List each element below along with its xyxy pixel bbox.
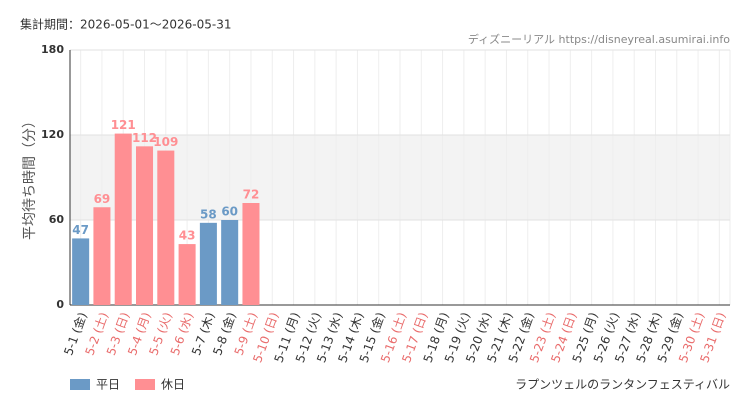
legend-swatch — [135, 379, 155, 390]
value-label: 112 — [132, 131, 157, 145]
bar — [242, 203, 260, 305]
bar — [221, 220, 239, 305]
value-label: 47 — [72, 223, 89, 237]
bar — [72, 238, 90, 305]
y-tick-label: 180 — [41, 43, 64, 56]
bar — [157, 150, 175, 305]
bar — [114, 133, 132, 305]
legend-label: 平日 — [96, 378, 120, 392]
value-label: 58 — [200, 207, 217, 221]
y-tick-label: 120 — [41, 128, 64, 141]
value-label: 60 — [221, 205, 238, 219]
footer: ラプンツェルのランタンフェスティバル — [515, 378, 730, 392]
value-label: 43 — [179, 229, 196, 243]
y-tick-label: 0 — [56, 298, 64, 311]
value-label: 69 — [94, 192, 111, 206]
bar — [136, 146, 154, 305]
chart-title: 集計期間：2026-05-01～2026-05-31 — [20, 17, 231, 32]
legend-label: 休日 — [161, 378, 185, 392]
value-label: 121 — [111, 118, 136, 132]
credit: ディズニーリアル https://disneyreal.asumirai.inf… — [468, 32, 730, 46]
bar — [93, 207, 111, 305]
y-tick-label: 60 — [49, 213, 65, 226]
value-label: 109 — [153, 135, 178, 149]
y-axis-label: 平均待ち時間（分） — [22, 114, 38, 240]
value-label: 72 — [243, 188, 260, 202]
legend-swatch — [70, 379, 90, 390]
bar — [199, 222, 217, 305]
bar — [178, 244, 196, 305]
